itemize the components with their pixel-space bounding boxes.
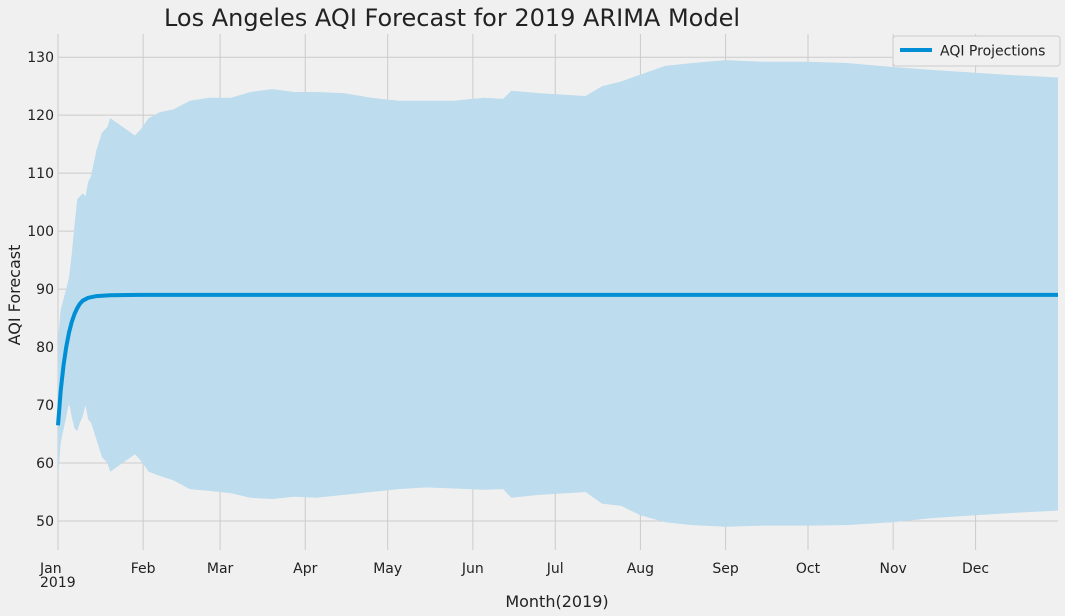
- y-tick-label-130: 130: [27, 50, 54, 66]
- y-tick-label-70: 70: [36, 398, 54, 414]
- x-axis-label: Month(2019): [505, 592, 608, 611]
- x-tick-label-jun: Jun: [461, 561, 484, 577]
- y-tick-label-100: 100: [27, 224, 54, 240]
- legend-label-aqi-projections: AQI Projections: [940, 44, 1045, 60]
- y-tick-label-90: 90: [36, 282, 54, 298]
- x-tick-label-sep: Sep: [712, 561, 739, 577]
- x-tick-label-mar: Mar: [207, 561, 234, 577]
- y-tick-label-80: 80: [36, 340, 54, 356]
- x-tick-label-may: May: [373, 561, 402, 577]
- y-tick-label-110: 110: [27, 166, 54, 182]
- series-line-0: [56, 292, 1058, 426]
- y-tick-label-50: 50: [36, 514, 54, 530]
- legend: AQI Projections: [892, 35, 1061, 67]
- x-tick-label-jan: Jan: [39, 561, 62, 577]
- legend-box: [892, 35, 1061, 67]
- x-tick-label-nov: Nov: [880, 561, 907, 577]
- y-tick-label-60: 60: [36, 456, 54, 472]
- y-tick-labels: 50 60 70 80 90 100 110 120 130: [27, 50, 54, 530]
- x-tick-label-feb: Feb: [131, 561, 156, 577]
- y-axis-label: AQI Forecast: [5, 245, 24, 346]
- x-tick-label-jul: Jul: [546, 561, 564, 577]
- x-tick-label-oct: Oct: [796, 561, 821, 577]
- x-tick-label-aug: Aug: [627, 561, 654, 577]
- x-tick-label-apr: Apr: [293, 561, 317, 577]
- chart-title: Los Angeles AQI Forecast for 2019 ARIMA …: [164, 4, 740, 32]
- y-tick-label-120: 120: [27, 108, 54, 124]
- x-tick-sublabel-year: 2019: [40, 575, 76, 591]
- series-layer: [56, 292, 1058, 426]
- x-tick-label-dec: Dec: [962, 561, 989, 577]
